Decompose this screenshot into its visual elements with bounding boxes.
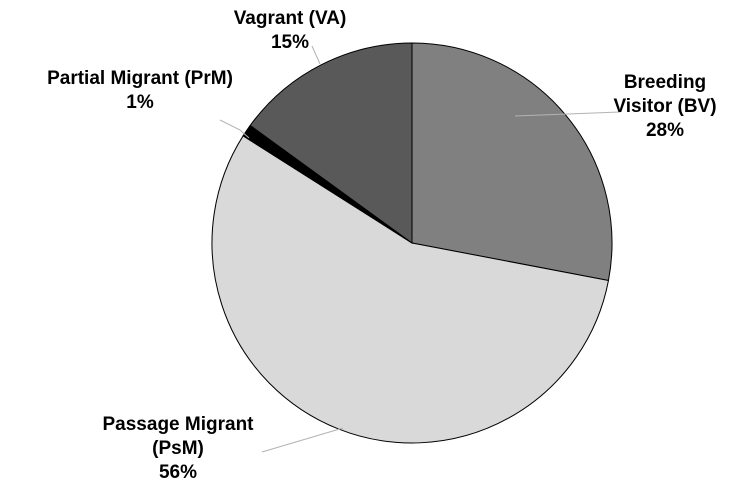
leader-line-vagrant-va — [311, 45, 321, 65]
slice-category-breeding-visitor-bv: Visitor (BV) — [613, 96, 716, 117]
pie-slice-vagrant-va — [249, 42, 413, 244]
slice-label-passage-migrant-psm: Passage Migrant (PsM) 56% — [103, 414, 255, 483]
leader-line-breeding-visitor-bv — [514, 111, 621, 117]
leader-lines — [219, 45, 621, 453]
leader-line-passage-migrant-psm — [261, 427, 344, 453]
slice-category-breeding-visitor-bv: Breeding — [624, 72, 706, 93]
slice-category-partial-migrant-prm: Partial Migrant (PrM) — [47, 68, 233, 89]
pie-slice-breeding-visitor-bv — [411, 42, 613, 282]
slice-value-partial-migrant-prm: 1% — [126, 92, 154, 113]
slice-category-passage-migrant-psm: Passage Migrant — [103, 414, 255, 435]
slice-value-breeding-visitor-bv: 28% — [646, 120, 684, 141]
slice-category-passage-migrant-psm: (PsM) — [152, 438, 204, 459]
pie-slices — [211, 42, 613, 444]
slice-value-vagrant-va: 15% — [271, 32, 309, 53]
slice-value-passage-migrant-psm: 56% — [159, 462, 197, 483]
slice-label-vagrant-va: Vagrant (VA) 15% — [234, 8, 347, 53]
slice-labels: Breeding Visitor (BV) 28% Passage Migrant (P… — [47, 8, 716, 483]
slice-label-partial-migrant-prm: Partial Migrant (PrM) 1% — [47, 68, 233, 113]
slice-category-vagrant-va: Vagrant (VA) — [234, 8, 347, 29]
slice-label-breeding-visitor-bv: Breeding Visitor (BV) 28% — [613, 72, 716, 141]
leader-line-partial-migrant-prm — [219, 119, 250, 139]
